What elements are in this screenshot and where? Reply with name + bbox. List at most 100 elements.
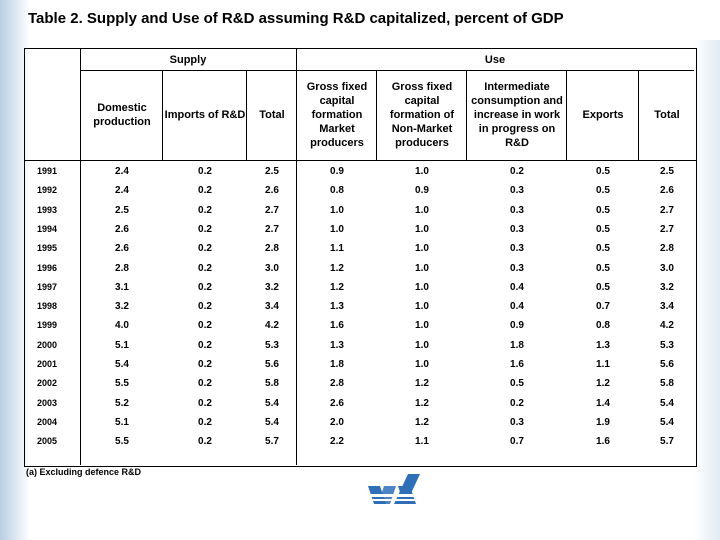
col-divider-6 [638, 70, 639, 160]
value-cell: 0.2 [198, 262, 212, 274]
value-cell: 0.5 [596, 166, 610, 177]
value-cell: 3.0 [265, 262, 279, 274]
value-cell: 1.2 [596, 378, 610, 390]
value-cell: 3.4 [265, 301, 279, 313]
table-row: 2004 5.1 0.2 5.4 2.0 1.2 0.3 1.9 5.4 [25, 413, 695, 432]
value-cell: 2.4 [115, 166, 129, 177]
value-cell: 1.0 [415, 166, 429, 177]
value-cell: 1.0 [415, 339, 429, 351]
value-cell: 5.5 [115, 378, 129, 390]
value-cell: 1.3 [330, 339, 344, 351]
value-cell: 5.7 [265, 436, 279, 448]
value-cell: 5.1 [115, 339, 129, 351]
col-header-domestic-production: Domestic production [93, 102, 151, 128]
value-cell: 1.0 [415, 243, 429, 255]
table-title: Table 2. Supply and Use of R&D assuming … [28, 10, 564, 27]
year-cell: 2003 [37, 397, 58, 408]
col-divider-1 [162, 70, 163, 160]
table-row: 1992 2.4 0.2 2.6 0.8 0.9 0.3 0.5 2.6 [25, 181, 695, 200]
value-cell: 3.4 [660, 301, 674, 313]
year-cell: 1998 [37, 301, 58, 312]
value-cell: 1.6 [330, 320, 344, 332]
value-cell: 1.0 [415, 320, 429, 332]
value-cell: 5.4 [265, 416, 279, 428]
value-cell: 1.1 [330, 243, 344, 255]
value-cell: 1.0 [415, 262, 429, 274]
value-cell: 2.0 [330, 416, 344, 428]
value-cell: 1.2 [415, 378, 429, 390]
value-cell: 4.2 [660, 320, 674, 332]
value-cell: 0.2 [198, 223, 212, 235]
value-cell: 0.3 [510, 223, 524, 235]
value-cell: 2.4 [115, 185, 129, 197]
value-cell: 1.6 [596, 436, 610, 448]
value-cell: 1.8 [510, 339, 524, 351]
supply-use-divider [296, 48, 297, 465]
value-cell: 5.5 [115, 436, 129, 448]
value-cell: 0.2 [198, 281, 212, 293]
value-cell: 5.7 [660, 436, 674, 448]
value-cell: 0.2 [198, 243, 212, 255]
statistics-office-logo-icon [368, 474, 420, 504]
value-cell: 3.2 [115, 301, 129, 313]
supply-group-header: Supply [169, 54, 207, 66]
value-cell: 0.5 [596, 281, 610, 293]
value-cell: 2.2 [330, 436, 344, 448]
value-cell: 1.2 [330, 262, 344, 274]
value-cell: 2.6 [115, 243, 129, 255]
group-header-divider [80, 70, 694, 71]
right-decorative-stripe [694, 40, 720, 540]
table-row: 2002 5.5 0.2 5.8 2.8 1.2 0.5 1.2 5.8 [25, 374, 695, 393]
value-cell: 2.7 [265, 223, 279, 235]
value-cell: 5.6 [265, 359, 279, 370]
use-group-header: Use [484, 54, 506, 66]
value-cell: 0.2 [198, 416, 212, 428]
col-header-intermediate: Intermediate consumption and increase in… [471, 81, 563, 149]
value-cell: 1.0 [415, 301, 429, 313]
value-cell: 1.0 [415, 204, 429, 216]
value-cell: 0.5 [596, 223, 610, 235]
value-cell: 1.2 [415, 416, 429, 428]
year-cell: 1993 [37, 204, 58, 215]
value-cell: 4.0 [115, 320, 129, 332]
year-cell: 1996 [37, 262, 58, 273]
value-cell: 0.5 [596, 243, 610, 255]
value-cell: 0.2 [198, 339, 212, 351]
value-cell: 2.6 [330, 397, 344, 409]
year-cell: 1995 [37, 243, 58, 254]
value-cell: 3.2 [265, 281, 279, 293]
col-header-exports: Exports [582, 109, 624, 121]
table-row: 1997 3.1 0.2 3.2 1.2 1.0 0.4 0.5 3.2 [25, 278, 695, 297]
value-cell: 2.6 [115, 223, 129, 235]
value-cell: 0.3 [510, 262, 524, 274]
year-cell: 1991 [37, 166, 58, 176]
col-header-imports: Imports of R&D [164, 109, 246, 121]
value-cell: 0.2 [198, 436, 212, 448]
value-cell: 0.2 [198, 185, 212, 197]
value-cell: 4.2 [265, 320, 279, 332]
value-cell: 0.5 [596, 204, 610, 216]
value-cell: 5.8 [265, 378, 279, 390]
value-cell: 1.0 [330, 204, 344, 216]
value-cell: 0.5 [596, 185, 610, 197]
value-cell: 0.4 [510, 281, 524, 293]
table-row: 1994 2.6 0.2 2.7 1.0 1.0 0.3 0.5 2.7 [25, 220, 695, 239]
value-cell: 0.5 [510, 378, 524, 390]
value-cell: 5.4 [265, 397, 279, 409]
value-cell: 3.1 [115, 281, 129, 293]
value-cell: 0.7 [596, 301, 610, 313]
value-cell: 0.2 [198, 301, 212, 313]
col-divider-3 [376, 70, 377, 160]
table-row: 2005 5.5 0.2 5.7 2.2 1.1 0.7 1.6 5.7 [25, 432, 695, 451]
value-cell: 0.3 [510, 185, 524, 197]
value-cell: 3.2 [660, 281, 674, 293]
value-cell: 5.4 [660, 416, 674, 428]
value-cell: 0.2 [198, 166, 212, 177]
table-row: 1998 3.2 0.2 3.4 1.3 1.0 0.4 0.7 3.4 [25, 297, 695, 316]
value-cell: 1.2 [415, 397, 429, 409]
table-row: 2003 5.2 0.2 5.4 2.6 1.2 0.2 1.4 5.4 [25, 394, 695, 413]
value-cell: 2.8 [660, 243, 674, 255]
header-bottom-divider [24, 160, 696, 161]
value-cell: 0.9 [330, 166, 344, 177]
table-frame [24, 48, 697, 467]
